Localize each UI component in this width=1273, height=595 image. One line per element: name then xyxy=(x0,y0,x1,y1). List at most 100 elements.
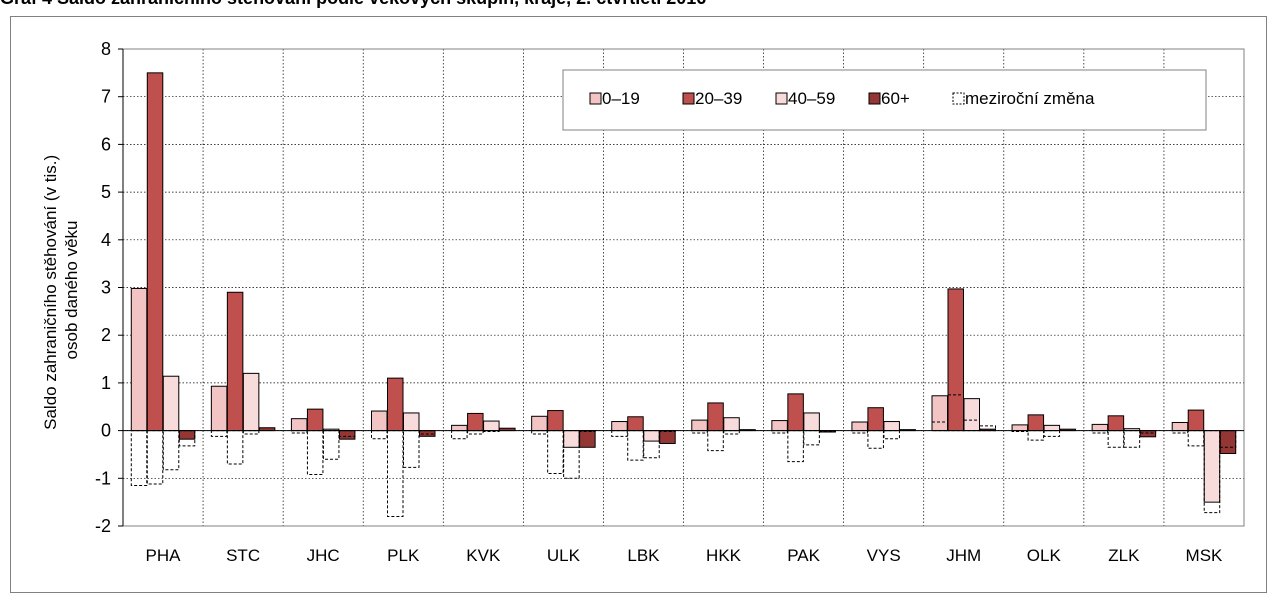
change-bar-pha-0 xyxy=(130,430,148,486)
x-category-label: KVK xyxy=(466,546,501,565)
y-axis-label-line-1: Saldo zahraničního stěhování (v tis.) xyxy=(41,155,60,430)
bar-stc-0 xyxy=(210,385,228,432)
bar-jhm-1 xyxy=(947,288,964,432)
x-axis-categories: PHA STC JHC PLK KVK ULK LBK HKK PAK VYS JHM OLK ZLK M… xyxy=(146,546,1223,565)
x-category-label: MSK xyxy=(1186,546,1224,565)
bar-msk-2 xyxy=(1203,430,1221,503)
change-bar-stc-1 xyxy=(226,430,244,465)
change-bar-zlk-1 xyxy=(1107,430,1125,448)
legend-swatch xyxy=(952,92,965,105)
change-bar-kvk-0 xyxy=(451,430,468,440)
bar-jhc-3 xyxy=(338,430,356,440)
change-bar-vys-2 xyxy=(883,430,900,440)
bar-plk-2 xyxy=(403,412,420,432)
bar-pha-3 xyxy=(178,430,196,440)
bar-ulk-0 xyxy=(531,415,548,432)
legend-swatch xyxy=(868,92,881,105)
y-tick-label: 4 xyxy=(101,230,111,250)
x-category-label: ZLK xyxy=(1108,546,1140,565)
axes xyxy=(122,49,1244,526)
change-bar-plk-1 xyxy=(387,430,404,517)
legend-swatch xyxy=(682,92,695,105)
legend-swatch xyxy=(775,92,788,105)
x-category-label: LBK xyxy=(627,546,660,565)
change-bar-plk-0 xyxy=(371,430,388,440)
change-bar-ulk-1 xyxy=(547,430,564,475)
y-tick-label: 8 xyxy=(101,39,111,59)
bar-vys-2 xyxy=(883,421,900,432)
bar-plk-1 xyxy=(387,377,404,432)
x-category-label: JHM xyxy=(946,546,981,565)
y-axis-label-line-2: osob daného věku xyxy=(62,221,81,360)
change-bar-hkk-2 xyxy=(723,430,740,435)
y-axis-ticks: -2 -1 0 1 2 3 4 5 6 7 8 xyxy=(95,39,123,536)
bar-pak-1 xyxy=(787,393,804,432)
bar-jhm-2 xyxy=(963,398,980,432)
x-category-label: OLK xyxy=(1027,546,1062,565)
bar-kvk-2 xyxy=(483,420,500,432)
change-bar-ulk-0 xyxy=(531,430,548,435)
change-bar-pak-1 xyxy=(787,430,804,463)
bar-lbk-3 xyxy=(659,430,676,444)
x-category-label: JHC xyxy=(307,546,340,565)
change-bar-jhc-2 xyxy=(322,430,340,460)
change-bar-kvk-1 xyxy=(467,430,484,435)
bar-lbk-1 xyxy=(627,416,644,432)
bar-msk-1 xyxy=(1187,409,1205,432)
y-tick-label: 3 xyxy=(101,278,111,298)
y-tick-label: 2 xyxy=(101,325,111,345)
change-bar-jhc-1 xyxy=(306,430,324,475)
chart-frame xyxy=(10,16,1267,593)
bar-pha-0 xyxy=(130,287,148,432)
change-bar-jhm-3 xyxy=(979,425,996,432)
y-axis-label: Saldo zahraničního stěhování (v tis.) os… xyxy=(41,150,81,430)
chart-title: Graf 4 Saldo zahraničního stěhování podl… xyxy=(0,0,1273,14)
bar-pak-2 xyxy=(803,412,820,432)
bar-lbk-2 xyxy=(643,430,660,442)
bar-jhc-0 xyxy=(290,418,308,432)
x-category-label: STC xyxy=(226,546,260,565)
change-bar-stc-0 xyxy=(210,430,228,437)
y-tick-label: -2 xyxy=(95,516,111,536)
change-bar-pha-1 xyxy=(146,430,164,485)
legend-box xyxy=(562,69,1207,131)
legend-label: meziroční změna xyxy=(965,89,1095,108)
y-tick-label: 7 xyxy=(101,87,111,107)
bar-kvk-1 xyxy=(467,412,484,432)
legend-label: 60+ xyxy=(881,89,910,108)
change-bar-msk-1 xyxy=(1187,430,1205,447)
legend: 0–19 20–39 40–59 60+ meziroční změna xyxy=(562,69,1207,131)
bar-pak-0 xyxy=(771,420,788,432)
change-bar-vys-1 xyxy=(867,430,884,449)
y-tick-label: 0 xyxy=(101,421,111,441)
bar-vys-1 xyxy=(867,407,884,432)
bar-kvk-0 xyxy=(451,424,468,432)
legend-label: 40–59 xyxy=(788,89,835,108)
change-bar-lbk-1 xyxy=(627,430,644,461)
change-bar-olk-1 xyxy=(1027,430,1045,441)
change-bar-pak-2 xyxy=(803,430,820,446)
bar-stc-1 xyxy=(226,291,244,432)
y-tick-label: 1 xyxy=(101,373,111,393)
bar-stc-2 xyxy=(242,372,260,432)
y-tick-label: 6 xyxy=(101,134,111,154)
change-bar-stc-2 xyxy=(242,430,260,435)
bar-lbk-0 xyxy=(611,421,628,432)
change-bar-pha-2 xyxy=(162,430,180,471)
x-category-label: VYS xyxy=(867,546,901,565)
bar-jhm-0 xyxy=(931,395,948,432)
bar-msk-0 xyxy=(1171,421,1189,432)
legend-label: 20–39 xyxy=(695,89,742,108)
bar-jhc-1 xyxy=(306,408,324,432)
bar-ulk-1 xyxy=(547,410,564,432)
legend-label: 0–19 xyxy=(602,89,640,108)
bar-plk-0 xyxy=(371,410,388,432)
x-category-label: PLK xyxy=(387,546,420,565)
bar-msk-3 xyxy=(1219,430,1237,454)
bar-pha-2 xyxy=(162,375,180,432)
x-category-label: PHA xyxy=(146,546,182,565)
bar-vys-0 xyxy=(851,421,868,432)
bar-hkk-1 xyxy=(707,402,724,432)
x-category-label: ULK xyxy=(547,546,581,565)
